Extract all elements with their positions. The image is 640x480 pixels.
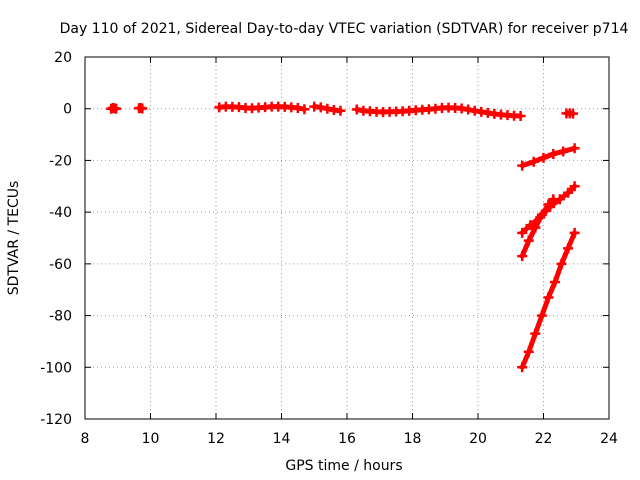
- data-point: [315, 102, 326, 113]
- data-point: [549, 276, 560, 287]
- data-point: [536, 209, 547, 220]
- data-point: [563, 243, 574, 254]
- axis-ticks: [84, 56, 610, 420]
- y-tick-labels: -120 -100 -80 -60 -40 -20 0 20: [40, 50, 72, 428]
- x-axis-label: GPS time / hours: [285, 458, 402, 474]
- data-point: [563, 187, 574, 198]
- data-series: [561, 108, 578, 119]
- data-point: [569, 143, 580, 154]
- data-point: [528, 156, 539, 167]
- y-tick-label: -80: [49, 309, 72, 325]
- data-point: [569, 227, 580, 238]
- data-series: [517, 181, 580, 238]
- data-point: [517, 160, 528, 171]
- data-point: [543, 292, 554, 303]
- data-point: [538, 152, 549, 163]
- data-point: [517, 362, 528, 373]
- x-tick-labels: 8 10 12 14 16 18 20 22 24: [81, 431, 618, 447]
- y-tick-label: -60: [49, 257, 72, 273]
- data-point: [335, 105, 346, 116]
- data-point: [517, 251, 528, 262]
- x-tick-label: 14: [273, 431, 291, 447]
- data-point: [111, 103, 122, 114]
- data-point: [543, 199, 554, 210]
- y-tick-label: -40: [49, 205, 72, 221]
- data-point: [548, 194, 559, 205]
- y-tick-label: -100: [40, 360, 72, 376]
- x-tick-label: 24: [600, 431, 618, 447]
- x-tick-label: 8: [81, 431, 90, 447]
- y-tick-label: -20: [49, 153, 72, 169]
- data-point: [351, 104, 362, 115]
- data-series: [106, 102, 122, 114]
- x-tick-label: 22: [535, 431, 553, 447]
- data-series: [134, 102, 148, 114]
- data-series: [309, 101, 346, 116]
- x-tick-label: 18: [404, 431, 422, 447]
- data-point: [299, 104, 310, 115]
- data-point: [292, 102, 303, 113]
- data-point: [515, 110, 526, 121]
- data-point: [567, 108, 578, 119]
- data-series: [517, 227, 580, 373]
- data-point: [530, 222, 541, 233]
- data-point: [523, 346, 534, 357]
- data-point: [569, 181, 580, 192]
- data-point: [530, 328, 541, 339]
- data-series: [517, 194, 559, 262]
- data-series: [214, 101, 310, 115]
- data-point: [548, 148, 559, 159]
- data-point: [536, 310, 547, 321]
- data-points: [106, 101, 580, 373]
- data-point: [322, 103, 333, 114]
- x-tick-label: 20: [469, 431, 487, 447]
- data-series: [517, 143, 580, 171]
- data-series: [351, 102, 526, 121]
- chart-title: Day 110 of 2021, Sidereal Day-to-day VTE…: [60, 21, 629, 37]
- y-axis-label: SDTVAR / TECUs: [6, 181, 22, 296]
- data-point: [463, 104, 474, 115]
- x-tick-label: 10: [142, 431, 160, 447]
- y-tick-label: 0: [63, 102, 72, 118]
- data-point: [517, 227, 528, 238]
- x-tick-label: 16: [338, 431, 356, 447]
- y-tick-label: 20: [54, 50, 72, 66]
- data-point: [137, 103, 148, 114]
- x-tick-label: 12: [207, 431, 225, 447]
- y-tick-label: -120: [40, 412, 72, 428]
- grid-lines: [85, 57, 609, 419]
- data-point: [523, 235, 534, 246]
- data-point: [558, 146, 569, 157]
- data-point: [556, 258, 567, 269]
